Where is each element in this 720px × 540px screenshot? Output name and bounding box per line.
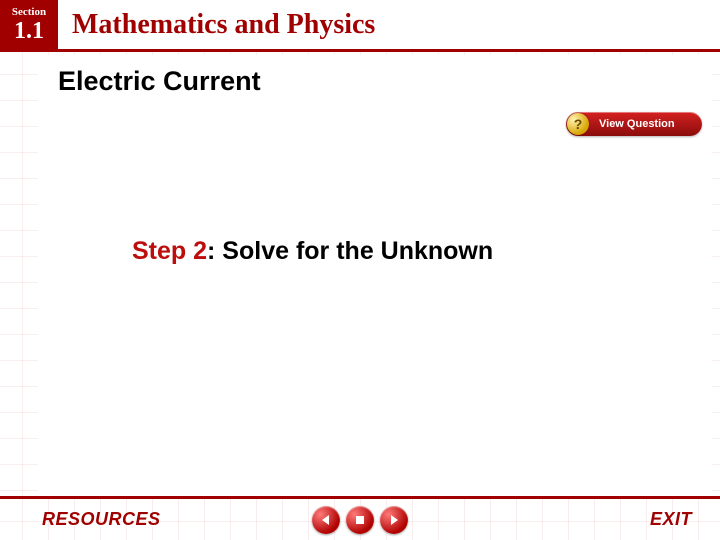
prev-button[interactable] — [312, 506, 340, 534]
next-button[interactable] — [380, 506, 408, 534]
question-glyph: ? — [574, 116, 583, 132]
stop-square-icon — [354, 514, 366, 526]
step-number: Step 2 — [132, 237, 207, 265]
section-label: Section — [12, 7, 46, 18]
chapter-title: Mathematics and Physics — [58, 0, 720, 49]
view-question-button[interactable]: ? View Question — [566, 112, 702, 136]
exit-button[interactable]: EXIT — [650, 509, 692, 530]
slide-content: Electric Current Step 2: Solve for the U… — [0, 52, 720, 266]
slide-header: Section 1.1 Mathematics and Physics — [0, 0, 720, 52]
footer-content: RESOURCES EXIT — [0, 509, 720, 530]
view-question-label: View Question — [599, 118, 675, 130]
step-text: : Solve for the Unknown — [207, 237, 493, 265]
prev-triangle-icon — [320, 514, 332, 526]
question-mark-icon: ? — [567, 113, 589, 135]
nav-group — [312, 506, 408, 534]
next-triangle-icon — [388, 514, 400, 526]
section-badge: Section 1.1 — [0, 0, 58, 49]
section-number: 1.1 — [14, 19, 44, 43]
topic-heading: Electric Current — [58, 66, 720, 97]
step-line: Step 2: Solve for the Unknown — [132, 237, 720, 266]
stop-button[interactable] — [346, 506, 374, 534]
slide-footer: RESOURCES EXIT — [0, 496, 720, 540]
resources-button[interactable]: RESOURCES — [42, 509, 161, 530]
